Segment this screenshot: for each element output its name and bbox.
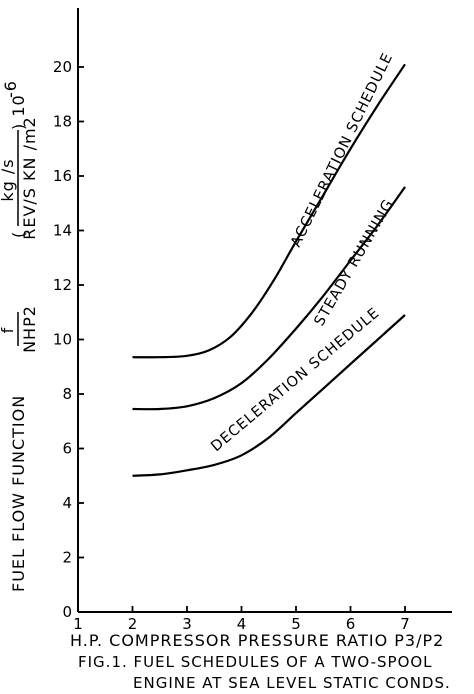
y-axis-unit-open: ( <box>9 231 28 238</box>
y-tick-label: 8 <box>62 385 72 403</box>
y-axis-unit-exp: -6 <box>1 80 20 98</box>
y-tick-label: 18 <box>53 113 72 131</box>
axis-ticks <box>77 66 406 613</box>
x-tick-label: 5 <box>291 615 301 633</box>
x-tick-label: 4 <box>237 615 247 633</box>
y-axis-unit-num: kg /s <box>0 158 17 201</box>
y-axis-unit-den: REV/S KN /m2 <box>20 116 39 240</box>
x-tick-label: 6 <box>346 615 356 633</box>
x-tick-label: 7 <box>400 615 410 633</box>
y-tick-label: 10 <box>53 331 72 349</box>
curves <box>132 63 406 477</box>
steady-running-label: STEADY RUNNING <box>312 197 398 329</box>
acceleration-schedule-curve <box>132 63 406 359</box>
figure-caption-line2: ENGINE AT SEA LEVEL STATIC CONDS. <box>133 674 451 692</box>
y-axis-title: FUEL FLOW FUNCTION f NHP2 ( kg /s REV/S … <box>0 80 39 592</box>
y-tick-label: 12 <box>53 276 72 294</box>
y-axis-label-frac-num: f <box>0 327 17 334</box>
y-tick-label: 6 <box>62 440 72 458</box>
y-axis-label-frac-den: NHP2 <box>20 305 39 353</box>
x-tick-label: 1 <box>73 615 83 633</box>
y-axis-unit-close: ) 10 <box>9 94 28 130</box>
deceleration-schedule-curve <box>132 314 406 477</box>
y-tick-label: 2 <box>62 549 72 567</box>
steady-running-curve <box>132 186 406 411</box>
x-tick-label: 3 <box>182 615 192 633</box>
y-tick-label: 20 <box>53 58 72 76</box>
y-axis-label-main: FUEL FLOW FUNCTION <box>9 395 28 592</box>
x-tick-label: 2 <box>128 615 138 633</box>
x-axis-label: H.P. COMPRESSOR PRESSURE RATIO P3/P2 <box>70 631 444 650</box>
figure-caption-line1: FIG.1. FUEL SCHEDULES OF A TWO-SPOOL <box>78 653 433 671</box>
y-tick-label: 4 <box>62 494 72 512</box>
y-tick-label: 14 <box>53 222 72 240</box>
y-tick-label: 16 <box>53 167 72 185</box>
y-tick-label: 0 <box>62 603 72 621</box>
